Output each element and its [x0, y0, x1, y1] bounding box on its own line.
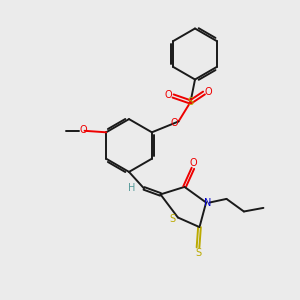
Text: S: S — [195, 248, 201, 258]
Text: N: N — [204, 197, 211, 208]
Text: O: O — [205, 86, 212, 97]
Text: O: O — [80, 125, 87, 135]
Text: S: S — [170, 214, 176, 224]
Text: O: O — [189, 158, 197, 168]
Text: S: S — [188, 97, 194, 107]
Text: H: H — [128, 183, 135, 193]
Text: O: O — [165, 89, 172, 100]
Text: O: O — [170, 118, 178, 128]
